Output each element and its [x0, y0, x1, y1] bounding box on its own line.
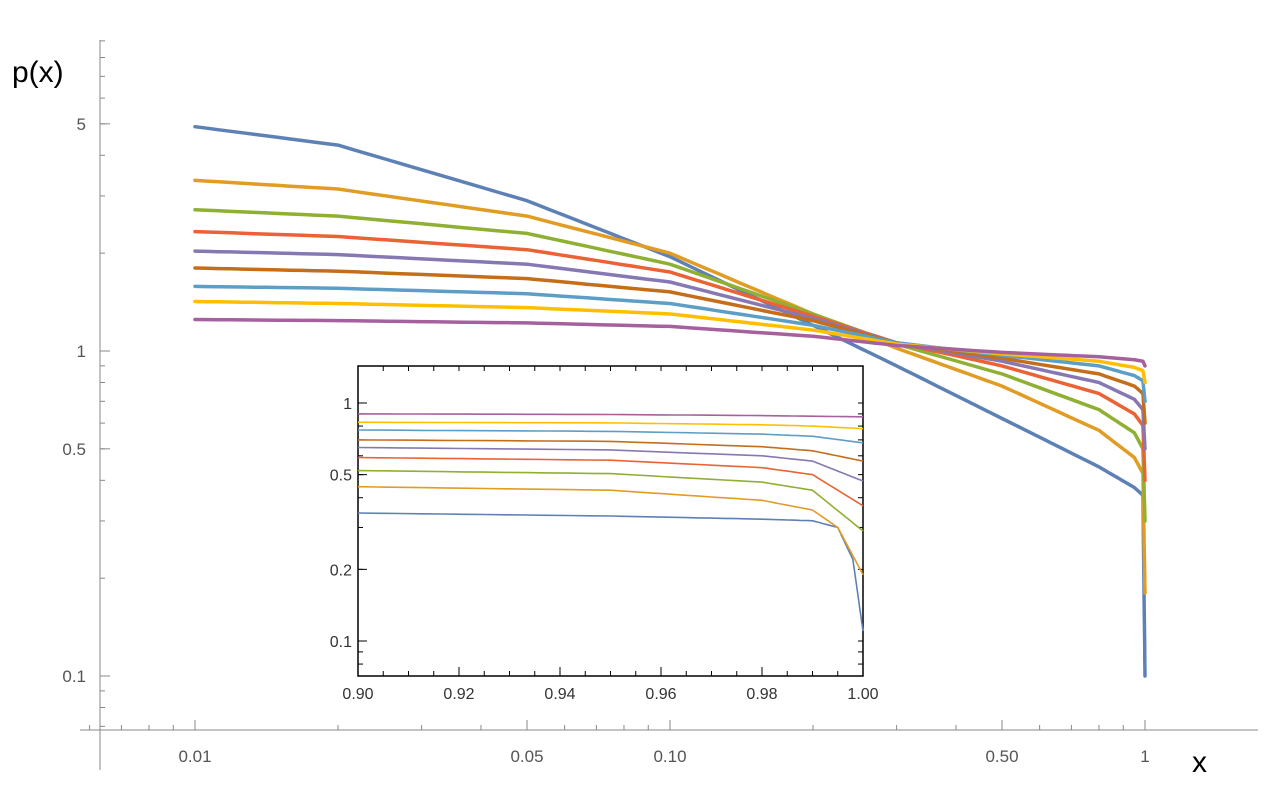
- inset-x-tick-label: 1.00: [847, 686, 878, 703]
- inset-series-line: [357, 512, 864, 632]
- inset-x-tick-label: 0.92: [443, 686, 474, 703]
- inset-series-line: [357, 485, 864, 576]
- series-line: [193, 317, 1147, 368]
- inset-series-line: [357, 456, 864, 507]
- series-line: [193, 124, 1147, 678]
- x-tick-label: 0.05: [510, 747, 543, 766]
- x-tick-label: 0.50: [985, 747, 1018, 766]
- inset-series: [357, 413, 864, 632]
- inset-series-line: [357, 469, 864, 532]
- inset-x-tick-label: 0.98: [746, 686, 777, 703]
- inset-y-tick-label: 0.2: [330, 562, 352, 579]
- main-labels: p(x) x: [12, 56, 1207, 779]
- inset-y-tick-label: 0.5: [330, 468, 352, 485]
- inset-x-tick-label: 0.96: [645, 686, 676, 703]
- y-tick-label: 0.1: [62, 667, 86, 686]
- main-series: [193, 124, 1147, 678]
- inset-series-line: [358, 421, 864, 430]
- y-tick-label: 1: [77, 342, 86, 361]
- inset-chart: 0.90 0.92 0.94 0.96 0.98 1.00 0.1 0.2 0.5 1: [330, 365, 879, 703]
- inset-series-line: [357, 439, 864, 462]
- x-axis-label: x: [1192, 746, 1207, 779]
- y-axis-label: p(x): [12, 56, 64, 89]
- y-tick-label: 5: [77, 115, 86, 134]
- inset-series-line: [357, 429, 864, 444]
- y-tick-label: 0.5: [62, 440, 86, 459]
- inset-frame: [357, 365, 864, 677]
- x-tick-label: 0.01: [178, 747, 211, 766]
- inset-x-tick-label: 0.94: [544, 686, 575, 703]
- inset-y-tick-label: 0.1: [330, 634, 352, 651]
- inset-axes: 0.90 0.92 0.94 0.96 0.98 1.00 0.1 0.2 0.5 1: [330, 366, 879, 703]
- main-axes: 0.01 0.05 0.10 0.50 1 0.1 0.5 1 5: [62, 40, 1258, 770]
- series-line: [193, 178, 1147, 595]
- x-tick-label: 0.10: [653, 747, 686, 766]
- inset-y-tick-label: 1: [343, 396, 352, 413]
- x-tick-label: 1: [1140, 747, 1149, 766]
- inset-series-line: [358, 413, 863, 418]
- inset-series-line: [357, 446, 864, 482]
- inset-x-tick-label: 0.90: [342, 686, 373, 703]
